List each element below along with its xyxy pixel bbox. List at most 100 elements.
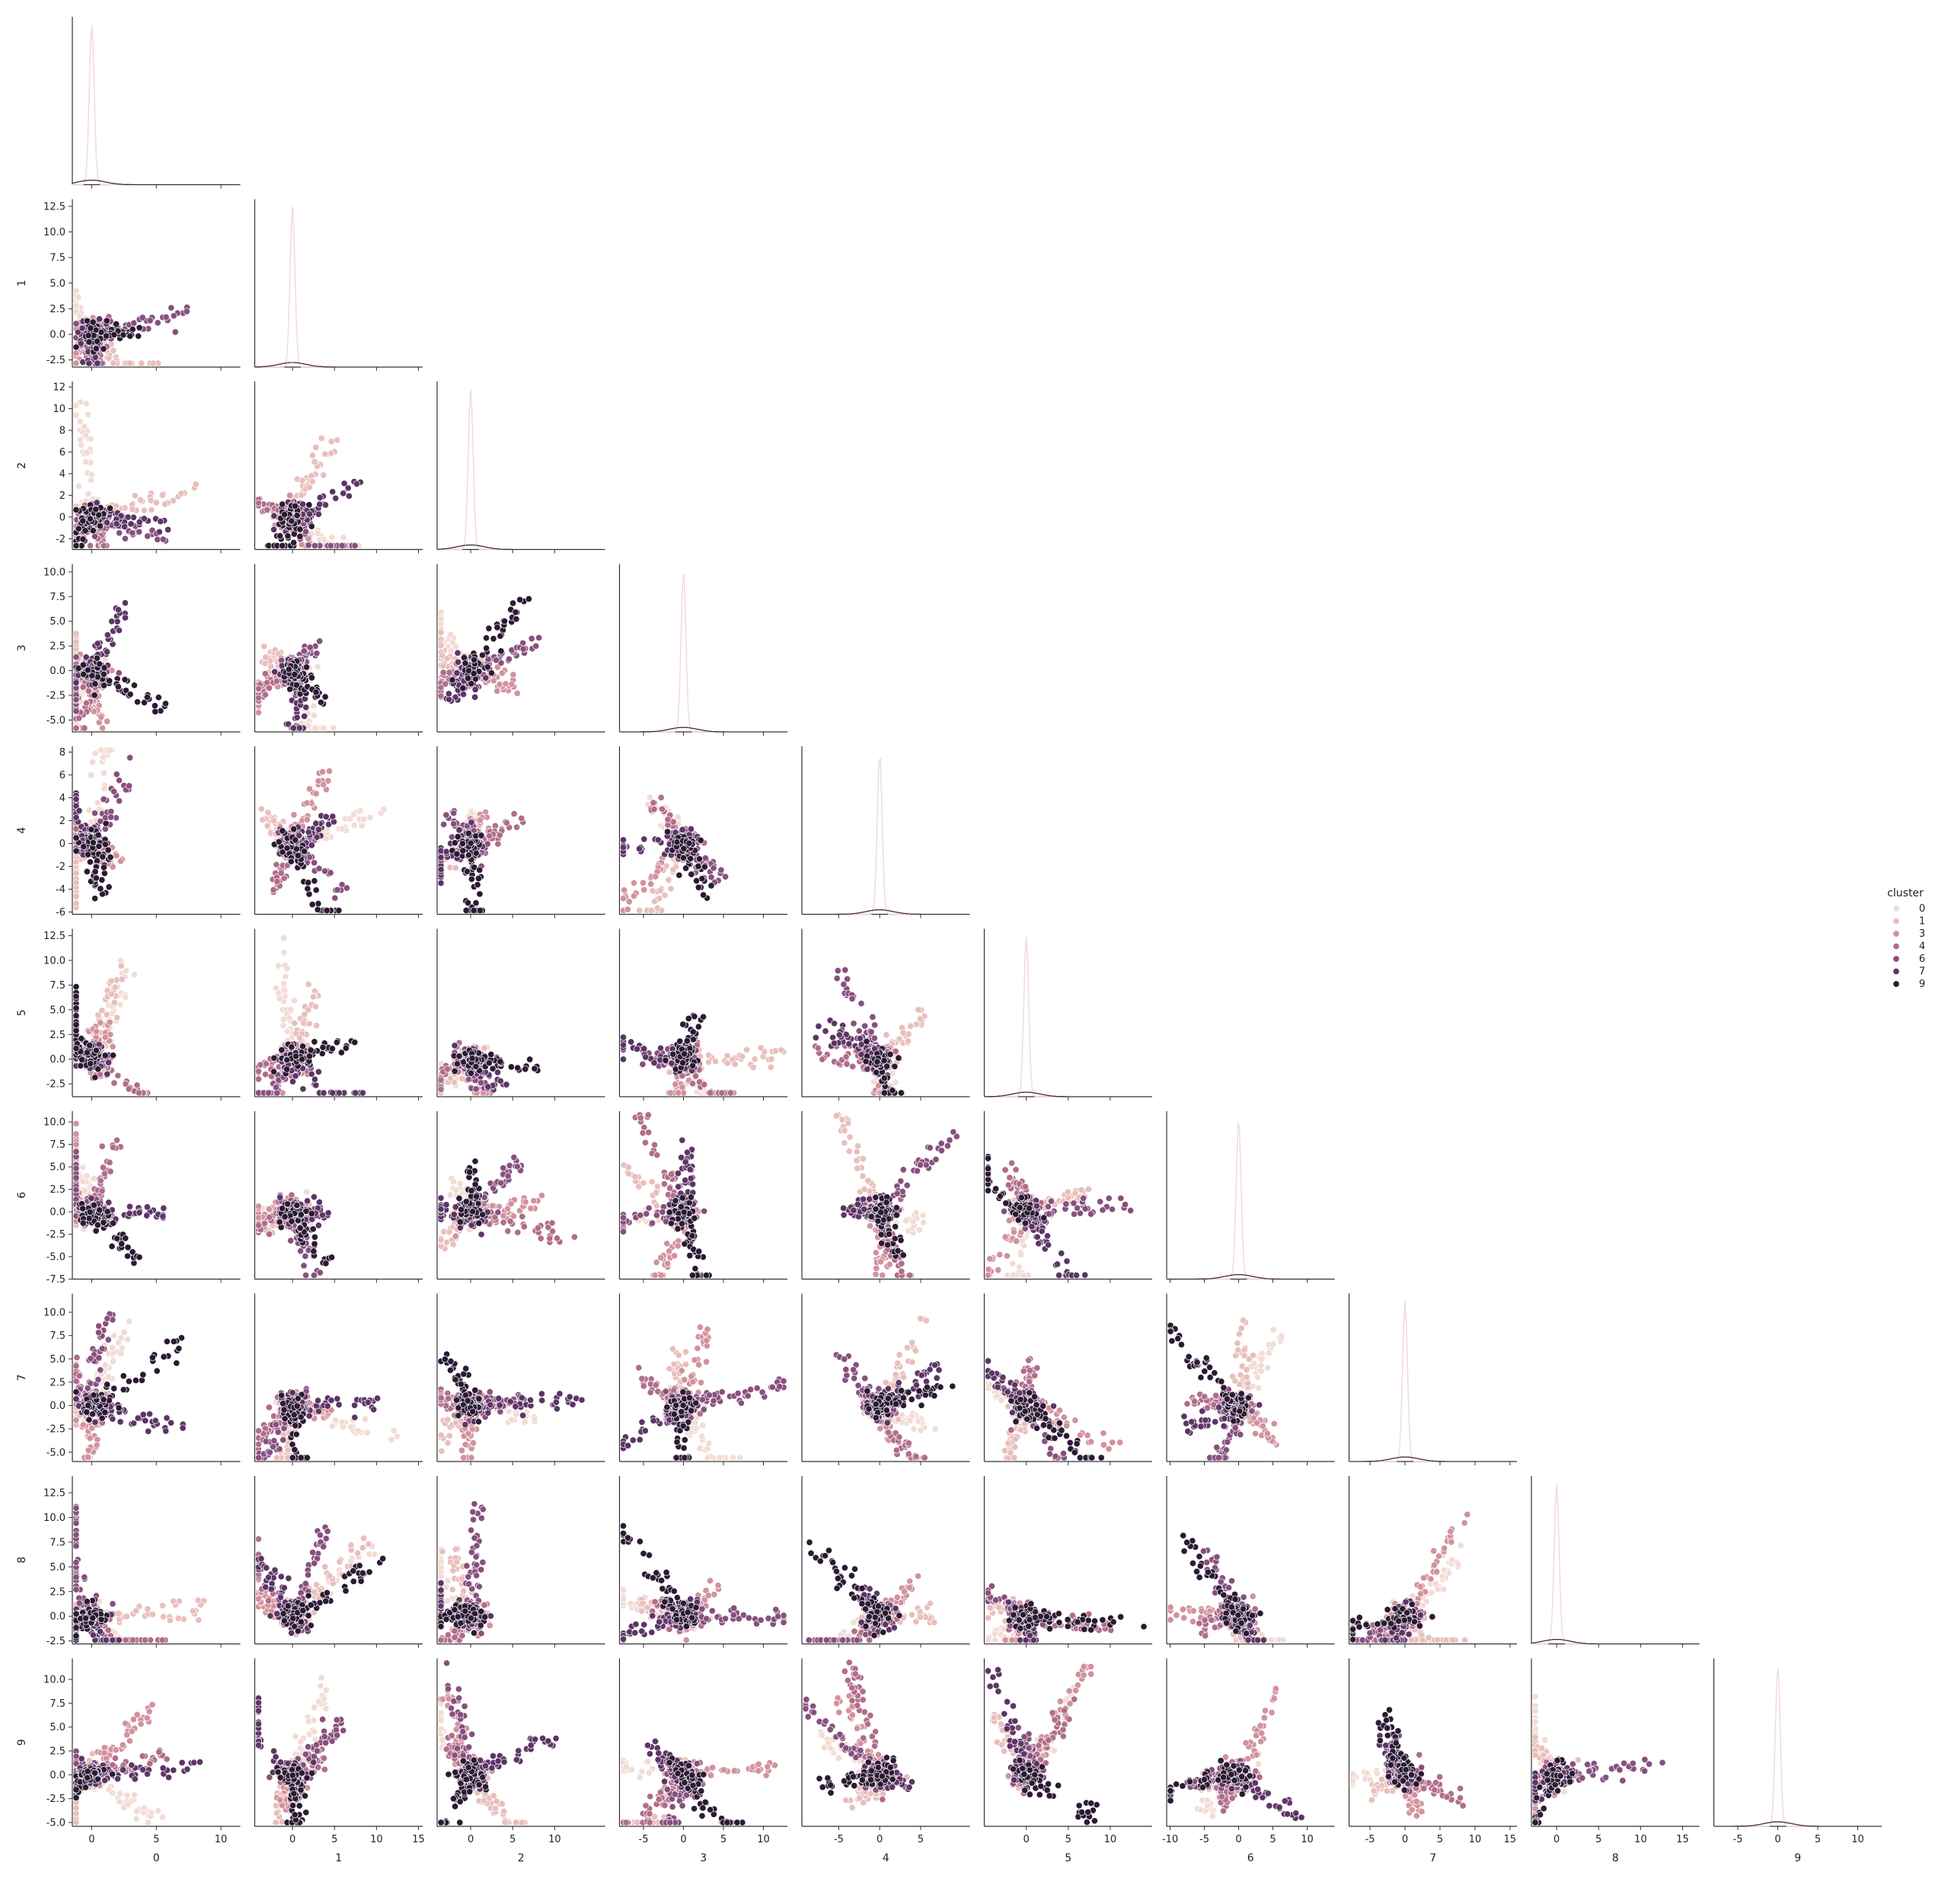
scatter-point [100, 864, 107, 871]
scatter-point [287, 858, 295, 865]
scatter-point [442, 811, 450, 819]
scatter-point [292, 502, 299, 510]
scatter-point [476, 890, 484, 898]
scatter-point [311, 859, 318, 867]
scatter-point [75, 482, 83, 490]
scatter-point [273, 877, 281, 886]
scatter-point [717, 866, 725, 874]
scatter-point [96, 660, 104, 668]
scatter-point [83, 449, 91, 457]
scatter-point [451, 839, 458, 847]
kde-curve [619, 573, 787, 733]
scatter-point [162, 313, 170, 321]
scatter-point [72, 302, 80, 309]
scatter-point [320, 535, 327, 543]
y-axis-label: 4 [16, 827, 28, 834]
scatter-point [107, 813, 115, 821]
scatter-point [332, 494, 340, 502]
scatter-point [640, 835, 648, 843]
scatter-point [81, 724, 88, 732]
scatter-point [652, 873, 659, 880]
scatter-point [127, 520, 135, 528]
scatter-point [130, 319, 138, 327]
scatter-point [502, 680, 509, 688]
scatter-point [295, 724, 303, 732]
scatter-point [116, 797, 123, 805]
y-tick-label: 7.5 [49, 253, 65, 264]
scatter-point [471, 685, 479, 693]
scatter-point [314, 663, 321, 671]
scatter-point [528, 634, 535, 643]
scatter-point [283, 845, 291, 852]
scatter-point [149, 359, 157, 367]
scatter-point [635, 845, 643, 852]
scatter-point [701, 855, 709, 862]
scatter-point [138, 359, 145, 367]
scatter-point [87, 541, 94, 550]
scatter-point [497, 632, 504, 640]
y-tick-label: 2 [59, 816, 65, 827]
scatter-point [271, 668, 279, 676]
y-axis-label: 3 [16, 644, 28, 651]
scatter-point [320, 781, 327, 788]
scatter-point [509, 599, 517, 607]
scatter-point [291, 671, 299, 679]
scatter-point [646, 794, 653, 801]
scatter-point [289, 724, 297, 732]
scatter-point [102, 332, 110, 340]
kde-curve-cluster [619, 727, 787, 733]
scatter-point [114, 683, 122, 691]
kde-curve-cluster [254, 362, 423, 368]
scatter-point [310, 711, 318, 719]
scatter-point [477, 832, 485, 839]
scatter-point [493, 624, 501, 631]
scatter-point [72, 879, 80, 887]
scatter-point [496, 681, 503, 688]
scatter-point [519, 645, 527, 653]
scatter-point [476, 866, 484, 874]
scatter-point [305, 541, 312, 549]
y-tick-label: 10 [53, 404, 65, 415]
scatter-point [159, 535, 167, 543]
scatter-point [263, 822, 271, 830]
scatter-point [89, 318, 97, 326]
scatter-point [76, 417, 84, 425]
scatter-point [474, 874, 482, 883]
scatter-point [76, 436, 85, 443]
scatter-point [512, 609, 519, 616]
scatter-point [308, 478, 316, 485]
scatter-point [467, 839, 474, 847]
scatter-point [79, 535, 87, 543]
scatter-point [116, 777, 123, 784]
scatter-point [72, 847, 80, 855]
panel-3-0: -5.0-2.50.02.55.07.510.03 [16, 564, 241, 736]
scatter-point [154, 319, 161, 327]
scatter-point [101, 784, 108, 792]
scatter-point [72, 541, 80, 550]
scatter-point [72, 630, 80, 637]
scatter-point [658, 805, 666, 813]
scatter-point [265, 684, 273, 692]
scatter-point [465, 829, 472, 837]
scatter-point [321, 501, 329, 509]
scatter-point [439, 669, 447, 676]
y-tick-label: 2.5 [49, 304, 65, 315]
scatter-point [654, 836, 662, 844]
scatter-point [89, 527, 97, 535]
scatter-point [496, 832, 503, 839]
scatter-point [471, 693, 479, 701]
y-tick-label: -6 [56, 907, 65, 918]
scatter-point [79, 661, 87, 669]
scatter-point [85, 359, 93, 367]
scatter-point [87, 772, 95, 779]
scatter-point [72, 834, 80, 842]
scatter-point [254, 685, 263, 692]
scatter-point [335, 906, 343, 915]
scatter-point [442, 848, 450, 855]
scatter-point [297, 491, 305, 499]
scatter-point [94, 640, 101, 647]
panel-3-2 [436, 564, 605, 736]
scatter-point [104, 631, 111, 639]
panel-2-2 [436, 382, 605, 554]
y-tick-label: 6 [59, 447, 65, 458]
